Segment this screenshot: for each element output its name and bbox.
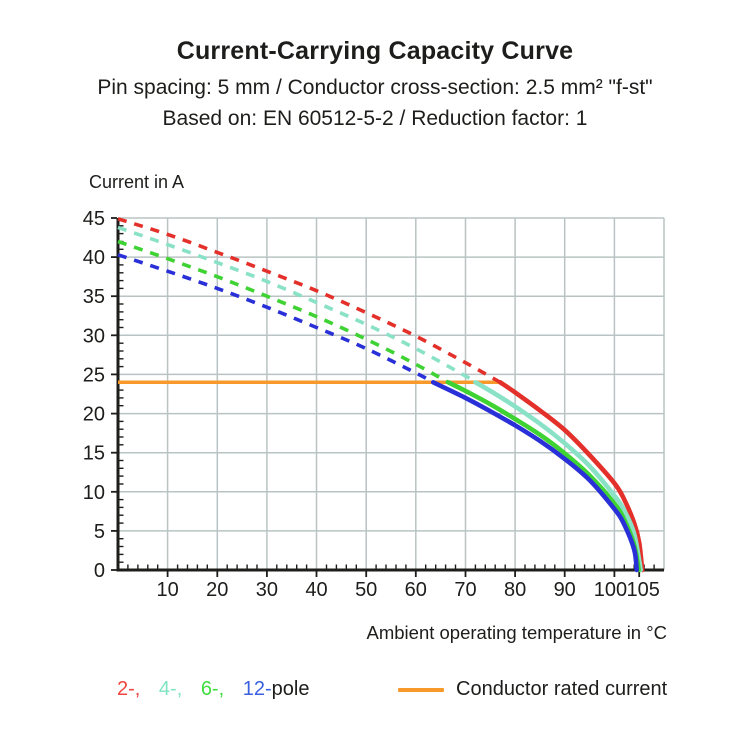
subtitle-pin-spacing: Pin spacing: 5 mm / Conductor cross-sect… [97, 76, 653, 99]
x-tick-labels: 10 20 30 40 50 60 70 80 90 100 105 [156, 579, 659, 601]
x-tick-label: 30 [256, 579, 278, 601]
legend-6-pole: 6-, [200, 678, 225, 700]
axes [116, 218, 664, 572]
legend-4-pole: 4-, [158, 678, 183, 700]
x-tick-label: 40 [305, 579, 327, 601]
legend-12-pole: 12- [242, 678, 272, 700]
y-tick-label: 5 [94, 521, 105, 543]
y-tick-label: 15 [83, 443, 105, 465]
axis-ticks [111, 217, 655, 577]
series-2-pole-solid-curve [497, 380, 645, 573]
series-12-pole [117, 253, 639, 573]
series-2-pole [117, 217, 645, 573]
y-tick-label: 0 [94, 560, 105, 582]
series-2-pole-dashed-curve [117, 217, 502, 384]
x-tick-label: 70 [454, 579, 476, 601]
x-tick-label: 90 [554, 579, 576, 601]
legend-2-pole: 2-, [117, 678, 141, 700]
capacity-chart-svg: 10 20 30 40 50 60 70 80 90 100 105 0 5 10 15 20 25 30 35 40… [83, 208, 665, 601]
series-6-pole-dashed-curve [117, 239, 449, 384]
series-4-pole-solid-curve [473, 380, 643, 573]
y-tick-label: 35 [83, 286, 105, 308]
series-4-pole [117, 225, 643, 573]
y-tick-label: 25 [83, 364, 105, 386]
y-axis-title: Current in A [89, 172, 185, 192]
x-tick-label: 20 [206, 579, 228, 601]
x-tick-label: 105 [627, 579, 660, 601]
y-tick-label: 40 [83, 247, 105, 269]
page-title: Current-Carrying Capacity Curve [176, 37, 574, 65]
x-tick-label: 50 [355, 579, 377, 601]
y-tick-label: 20 [83, 404, 105, 426]
x-axis-title: Ambient operating temperature in °C [366, 622, 667, 643]
series-4-pole-dashed-curve [117, 225, 477, 384]
y-tick-label: 10 [83, 482, 105, 504]
series-12-pole-dashed-curve [117, 253, 435, 384]
subtitle-standard: Based on: EN 60512-5-2 / Reduction facto… [162, 107, 588, 130]
y-tick-label: 45 [83, 208, 105, 230]
rated-current-swatch [398, 688, 444, 692]
series-12-pole-solid-curve [430, 380, 639, 573]
legend-poles: 2-, 4-, 6-, 12-pole [117, 678, 309, 701]
rated-current-label: Conductor rated current [456, 678, 668, 700]
y-tick-labels: 0 5 10 15 20 25 30 35 40 45 [83, 208, 105, 582]
x-tick-label: 10 [156, 579, 178, 601]
x-tick-label: 60 [405, 579, 427, 601]
series-6-pole [117, 239, 641, 573]
x-tick-label: 100 [594, 579, 627, 601]
legend-pole-suffix: pole [271, 678, 310, 700]
y-tick-label: 30 [83, 325, 105, 347]
x-tick-label: 80 [504, 579, 526, 601]
